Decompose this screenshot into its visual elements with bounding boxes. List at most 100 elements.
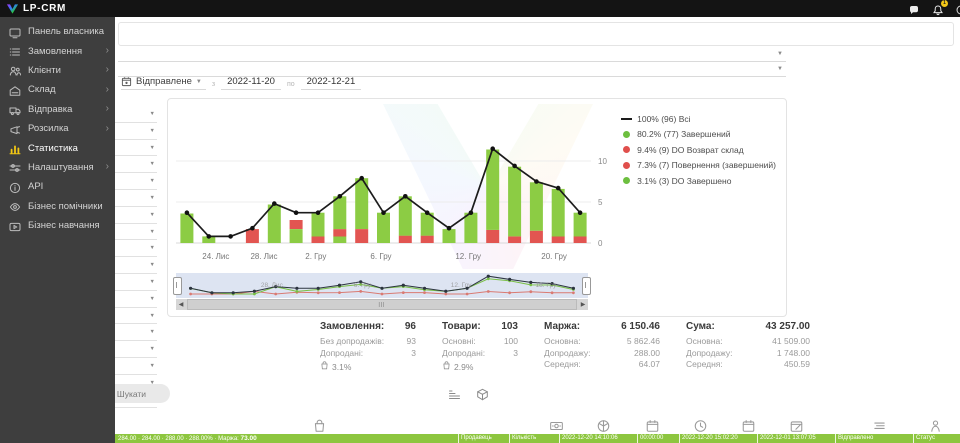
calendar-icon[interactable] (741, 419, 756, 433)
sidebar-item-settings[interactable]: Налаштування › (0, 158, 115, 177)
navigator-left-handle[interactable] (173, 277, 182, 295)
dashboard-icon (9, 26, 21, 38)
legend-dot-marker (620, 146, 632, 154)
chevron-right-icon: › (105, 122, 109, 134)
stat-value: 6 150.46 (621, 321, 660, 332)
person-icon[interactable] (928, 419, 943, 433)
list-icon[interactable] (448, 388, 461, 401)
side-filter-select[interactable]: ▼ (115, 107, 157, 123)
scroll-left-icon[interactable]: ◀ (178, 302, 184, 308)
sidebar-item-api[interactable]: API (0, 177, 115, 196)
navigator-right-handle[interactable] (582, 277, 591, 295)
sidebar-item-label: Замовлення (28, 45, 83, 57)
date-from-input[interactable]: 2022-11-20 (221, 76, 281, 90)
calendar-icon[interactable] (645, 419, 660, 433)
stat-group: Замовлення: 96 Без допродажів: 93 Допродані:… (320, 321, 416, 372)
date-to-input[interactable]: 2022-12-21 (300, 76, 362, 90)
upsell-percent: 2.9% (442, 361, 518, 372)
side-filter-select[interactable]: ▼ (115, 342, 157, 358)
chevron-down-icon: ▼ (149, 379, 155, 386)
order-cell: Кількість (509, 434, 559, 443)
side-filter-select[interactable]: ▼ (115, 141, 157, 157)
legend-item[interactable]: 7.3% (7) Повернення (завершений) (620, 158, 776, 174)
side-filter-select[interactable]: ▼ (115, 258, 157, 274)
side-filter-select[interactable]: ▼ (115, 325, 157, 342)
order-cell: 00:00:00 (637, 434, 679, 443)
brand-logo[interactable]: LP-CRM (6, 3, 66, 15)
stat-subrow: Основна: 5 862.46 (544, 336, 660, 346)
side-filter-select[interactable]: ▼ (115, 191, 157, 207)
sidebar-item-label: Розсилка (28, 123, 69, 135)
sidebar-item-label: Налаштування (28, 161, 94, 173)
y-axis-tick: 10 (598, 157, 607, 166)
filter-select-2[interactable]: ▼ (118, 63, 786, 77)
side-filter-select[interactable]: ▼ (115, 309, 157, 325)
legend-item[interactable]: 100% (96) Всі (620, 111, 776, 127)
sidebar-item-warehouse[interactable]: Склад › (0, 80, 115, 99)
sidebar-item-helpers[interactable]: Бізнес помічники (0, 197, 115, 216)
legend-label: 7.3% (7) Повернення (завершений) (637, 160, 776, 171)
order-cell: 2022-12-20 14:10:06 (559, 434, 637, 443)
stat-title: Сума: 43 257.00 (686, 321, 810, 332)
order-table-row[interactable]: 284.00 · 284.00 · 288.00 · 288.00% · Мар… (115, 434, 960, 443)
sidebar-item-training[interactable]: Бізнес навчання (0, 216, 115, 235)
chevron-down-icon: ▼ (149, 312, 155, 319)
legend-item[interactable]: 3.1% (3) DO Завершено (620, 173, 776, 189)
legend-dot-marker (620, 161, 632, 169)
bag-icon[interactable] (312, 419, 327, 433)
side-filter-select[interactable]: ▼ (115, 292, 157, 308)
chevron-down-icon: ▼ (149, 262, 155, 269)
side-filter-select[interactable]: ▼ (115, 275, 157, 291)
stat-subrow: Без допродажів: 93 (320, 336, 416, 346)
chart-range-navigator[interactable]: 28. Лис 6. Гру 12. Гру 18. Гру (173, 273, 591, 298)
product-icon[interactable] (596, 419, 611, 433)
side-filter-select[interactable]: ▼ (115, 241, 157, 258)
order-cell: 2022-12-01 13:07:05 (757, 434, 835, 443)
filter-select-1[interactable]: ▼ (118, 48, 786, 62)
topbar-icons: 1 (908, 0, 948, 15)
sidebar-item-mailing[interactable]: Розсилка › (0, 119, 115, 138)
sidebar-item-orders[interactable]: Замовлення › (0, 41, 115, 60)
sidebar-item-stats[interactable]: Статистика (0, 138, 115, 157)
stat-subrow: Основні: 100 (442, 336, 518, 346)
scroll-right-icon[interactable]: ▶ (580, 302, 586, 308)
scrollbar-grip[interactable]: ||| (378, 301, 386, 308)
sidebar-item-clients[interactable]: Клієнти › (0, 61, 115, 80)
side-filter-select[interactable]: ▼ (115, 157, 157, 174)
filter-multiselect-panel[interactable] (118, 22, 954, 46)
banknote-icon[interactable] (549, 419, 564, 433)
calendar-edit-icon[interactable] (789, 419, 804, 433)
side-filter-select[interactable]: ▼ (115, 208, 157, 224)
align-lines-icon[interactable] (872, 419, 887, 433)
helpers-icon (9, 200, 21, 212)
order-cell: Продавець (458, 434, 509, 443)
side-filter-select[interactable]: ▼ (115, 174, 157, 190)
legend-item[interactable]: 80.2% (77) Завершений (620, 127, 776, 143)
sidebar-item-shipping[interactable]: Відправка › (0, 100, 115, 119)
package-icon[interactable] (476, 388, 489, 401)
side-filter-select[interactable]: ▼ (115, 124, 157, 140)
date-type-select[interactable]: Відправлене ▼ (121, 76, 206, 90)
sidebar-item-label: Бізнес помічники (28, 200, 103, 212)
clock-icon[interactable] (693, 419, 708, 433)
side-filter-select[interactable]: ▼ (115, 225, 157, 241)
navigator-scrollbar[interactable]: ◀ ||| ▶ (176, 299, 588, 310)
chat-icon[interactable] (908, 3, 920, 15)
scrollbar-track[interactable]: ||| (187, 299, 577, 310)
legend-label: 100% (96) Всі (637, 113, 691, 124)
chevron-down-icon: ▼ (149, 228, 155, 235)
stat-subrow: Допродані: 3 (320, 347, 416, 358)
stat-subrow: Середня: 64.07 (544, 359, 660, 369)
cut-off-icon[interactable] (955, 3, 960, 15)
sidebar-item-label: Панель власника (28, 26, 105, 38)
warehouse-icon (9, 84, 21, 96)
chart-legend: 100% (96) Всі 80.2% (77) Завершений 9.4% (… (620, 111, 776, 189)
legend-dot-marker (620, 130, 632, 138)
side-filter-select[interactable]: ▼ (115, 359, 157, 375)
sidebar-item-label: Статистика (28, 142, 78, 154)
bell-icon[interactable]: 1 (932, 0, 948, 15)
sidebar-item-dashboard[interactable]: Панель власника (0, 22, 115, 41)
legend-item[interactable]: 9.4% (9) DO Возврат склад (620, 142, 776, 158)
orders-icon (9, 45, 21, 57)
